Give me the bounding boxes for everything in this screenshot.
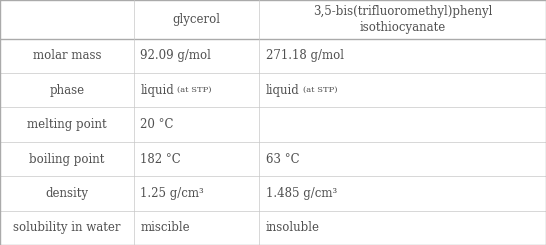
Text: phase: phase	[49, 84, 85, 97]
Text: molar mass: molar mass	[33, 49, 101, 62]
Text: 92.09 g/mol: 92.09 g/mol	[140, 49, 211, 62]
Text: insoluble: insoluble	[266, 221, 320, 234]
Text: 1.485 g/cm³: 1.485 g/cm³	[266, 187, 337, 200]
Text: 20 °C: 20 °C	[140, 118, 174, 131]
Text: 63 °C: 63 °C	[266, 153, 300, 166]
Text: (at STP): (at STP)	[177, 86, 212, 94]
Text: solubility in water: solubility in water	[13, 221, 121, 234]
Text: density: density	[45, 187, 88, 200]
Text: liquid: liquid	[140, 84, 174, 97]
Text: liquid: liquid	[266, 84, 300, 97]
Text: glycerol: glycerol	[173, 13, 221, 26]
Text: (at STP): (at STP)	[303, 86, 337, 94]
Text: 3,5-bis(trifluoromethyl)phenyl
isothiocyanate: 3,5-bis(trifluoromethyl)phenyl isothiocy…	[313, 5, 492, 34]
Text: 1.25 g/cm³: 1.25 g/cm³	[140, 187, 204, 200]
Text: boiling point: boiling point	[29, 153, 105, 166]
Text: 271.18 g/mol: 271.18 g/mol	[266, 49, 344, 62]
Text: 182 °C: 182 °C	[140, 153, 181, 166]
Text: miscible: miscible	[140, 221, 190, 234]
Text: melting point: melting point	[27, 118, 106, 131]
